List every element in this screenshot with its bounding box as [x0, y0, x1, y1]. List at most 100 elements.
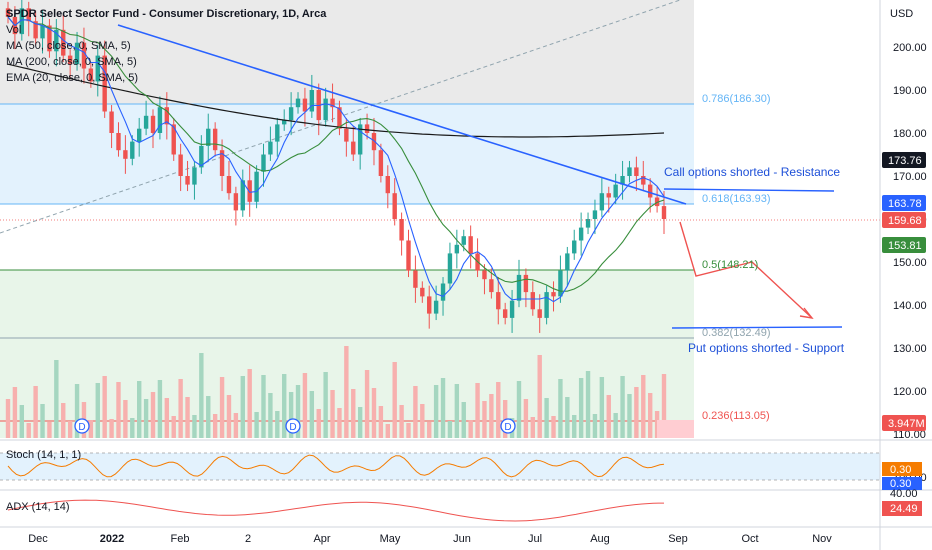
adx-tick: 40.00	[890, 488, 918, 500]
volume-bar	[371, 388, 377, 438]
candle-body	[323, 98, 328, 121]
volume-bar	[433, 385, 439, 438]
candle-body	[61, 29, 66, 56]
candle-body	[613, 184, 618, 198]
candle-body	[185, 176, 190, 185]
volume-bar	[516, 381, 522, 438]
volume-bar	[102, 376, 107, 438]
candle-body	[268, 141, 273, 155]
candle-body	[143, 115, 149, 129]
stoch-value-box-2	[882, 477, 922, 490]
projection-arrowhead	[799, 307, 814, 319]
candle-body	[233, 193, 239, 211]
candle-body	[634, 167, 639, 176]
volume-bar	[378, 406, 384, 438]
price-tick: 110.00	[893, 429, 926, 441]
volume-bar	[19, 405, 25, 438]
time-tick: Dec	[28, 533, 48, 545]
volume-bar	[268, 393, 273, 438]
time-tick: Apr	[313, 533, 330, 545]
time-tick: May	[380, 533, 401, 545]
candle-body	[47, 25, 52, 52]
price-label: 153.81	[888, 240, 922, 252]
volume-bar	[337, 408, 342, 438]
candle-body	[88, 68, 94, 82]
volume-bar	[620, 376, 625, 438]
volume-bar	[233, 413, 239, 438]
volume-bar	[641, 375, 646, 438]
dividend-label: D	[504, 422, 511, 433]
candle-body	[496, 292, 501, 310]
price-label-box	[882, 195, 926, 211]
price-tick: 190.00	[893, 85, 927, 97]
volume-bar	[606, 395, 611, 438]
candle-body	[661, 206, 667, 219]
candle-body	[33, 21, 38, 39]
volume-bar	[164, 398, 170, 438]
candle-body	[647, 184, 653, 198]
price-axis[interactable]: 100.00110.00120.00130.00140.00150.00160.…	[893, 42, 927, 484]
legend-vol: Vol	[6, 24, 21, 36]
volume-bar	[585, 371, 591, 438]
volume-bar	[40, 404, 45, 438]
volume-bar	[295, 385, 301, 438]
candle-body	[240, 180, 245, 211]
candle-body	[261, 154, 266, 172]
volume-bar	[544, 398, 549, 438]
dividend-marker[interactable]	[285, 418, 301, 434]
time-axis[interactable]: Dec 2022 Feb 2 Apr May Jun Jul Aug Sep Oct Nov	[28, 533, 832, 545]
candle-body	[123, 150, 128, 159]
candle-body	[81, 42, 87, 69]
candle-body	[509, 300, 515, 318]
candle-body	[192, 167, 197, 185]
dividend-label: D	[289, 422, 296, 433]
volume-bar	[212, 414, 218, 438]
volume-bar	[61, 403, 66, 438]
candle-body	[302, 98, 308, 112]
volume-bar	[247, 369, 252, 438]
candle-body	[551, 292, 556, 297]
ma50-line	[7, 16, 665, 303]
candle-body	[212, 128, 218, 151]
volume-bar	[302, 373, 308, 438]
annotation-resistance: Call options shorted - Resistance	[664, 165, 840, 179]
candle-body	[413, 270, 418, 288]
candle-body	[116, 133, 121, 151]
volume-bar	[537, 355, 542, 438]
candle-body	[102, 55, 107, 112]
candle-body	[454, 244, 460, 254]
stoch-title: Stoch (14, 1, 1)	[6, 449, 81, 461]
chart-title: SPDR Select Sector Fund - Consumer Discr…	[6, 8, 327, 20]
candle-body	[537, 309, 542, 318]
volume-bar	[26, 423, 31, 438]
volume-bar	[219, 377, 225, 438]
candle-body	[344, 128, 349, 142]
dividend-marker[interactable]	[74, 418, 90, 434]
volume-bar	[54, 360, 59, 438]
price-tick: 200.00	[893, 42, 927, 54]
candle-body	[378, 150, 384, 176]
dividend-marker[interactable]	[500, 418, 516, 434]
time-tick: Oct	[741, 533, 758, 545]
price-label-box	[882, 415, 926, 431]
volume-bar	[275, 411, 280, 438]
price-labels: 173.76 163.78 159.68 153.81 3.947M	[882, 152, 926, 431]
volume-bar	[123, 400, 128, 438]
time-tick: Nov	[812, 533, 832, 545]
legend-ma200: MA (200, close, 0, SMA, 5)	[6, 56, 137, 68]
time-tick: 2	[245, 533, 251, 545]
volume-bar	[647, 393, 653, 438]
volume-bar	[323, 372, 328, 438]
candle-body	[447, 253, 453, 284]
volume-bar	[178, 379, 183, 438]
volume-bar	[5, 399, 11, 438]
price-label: 159.68	[888, 215, 922, 227]
volume-bar	[413, 386, 418, 438]
candle-body	[364, 124, 370, 133]
price-tick: 120.00	[893, 386, 927, 398]
candle-body	[351, 141, 356, 155]
fib-label: 0.382(132.49)	[702, 327, 771, 339]
dividend-markers[interactable]: D D D	[74, 418, 516, 434]
fib-zone-blue	[0, 104, 694, 204]
